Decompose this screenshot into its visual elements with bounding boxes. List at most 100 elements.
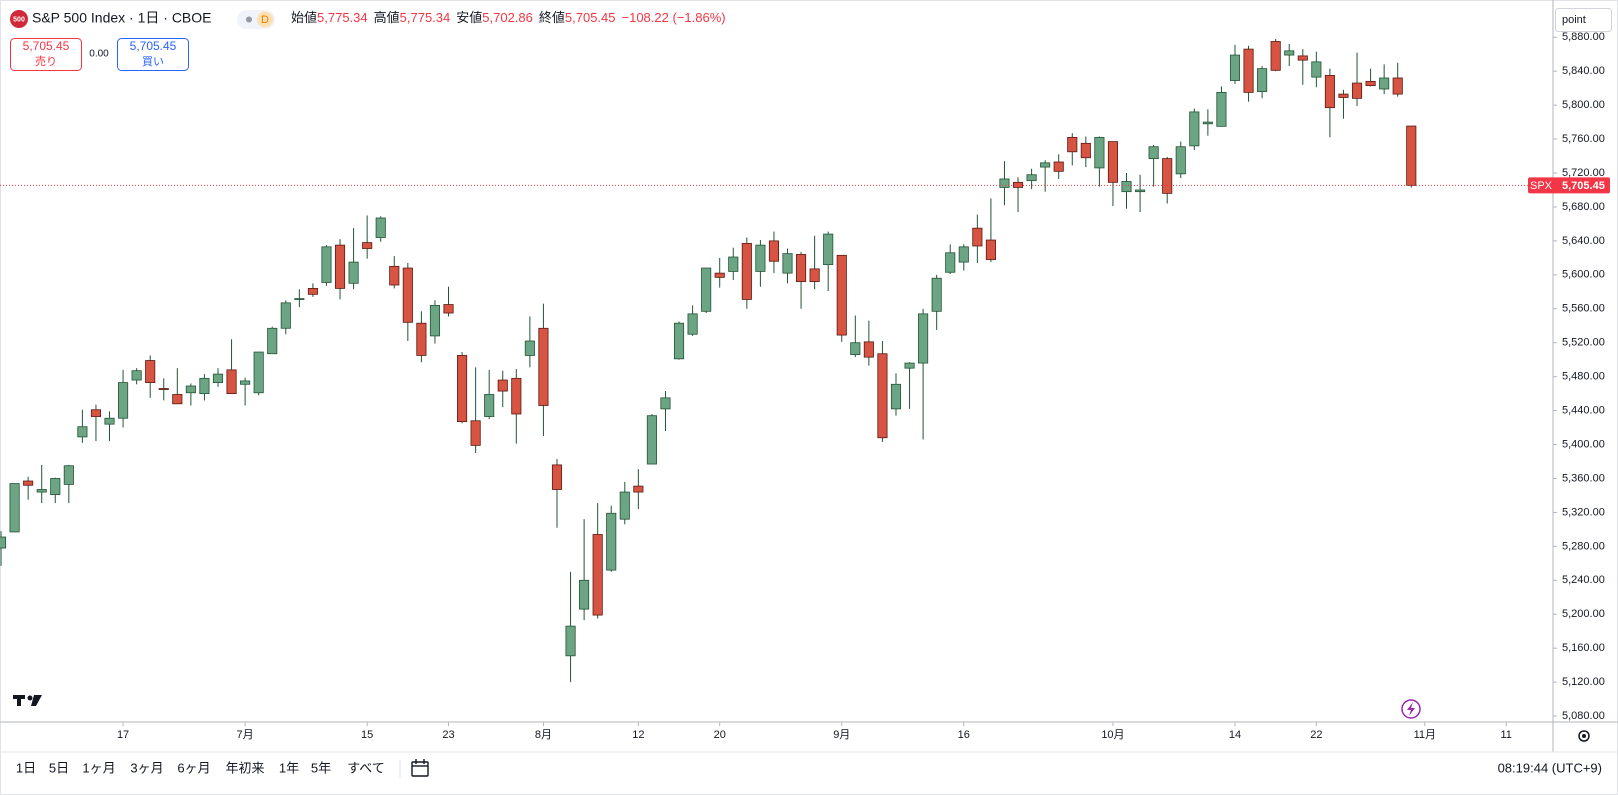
candle-body	[538, 327, 549, 406]
delay-badge-text: D	[261, 14, 269, 26]
y-tick-label: 5,680.00	[1562, 201, 1605, 213]
candle-body	[36, 489, 47, 493]
y-tick-label: 5,440.00	[1562, 404, 1605, 416]
buy-button[interactable]	[117, 38, 189, 71]
x-tick-label: 20	[714, 729, 726, 741]
symbol-icon-text: 500	[13, 16, 25, 23]
candle-body	[172, 394, 183, 405]
y-tick-label: 5,720.00	[1562, 167, 1605, 179]
candle-body	[321, 246, 332, 283]
range-button[interactable]: 5日	[49, 760, 69, 775]
spread: 0.00	[89, 49, 109, 60]
ohlc-label: 安値	[456, 10, 482, 25]
clock[interactable]: 08:19:44 (UTC+9)	[1498, 760, 1602, 775]
ohlc-change: −108.22 (−1.86%)	[622, 10, 726, 25]
sell-button[interactable]	[10, 38, 82, 71]
events-button[interactable]	[1401, 699, 1421, 719]
candle-body	[1406, 125, 1417, 186]
candle-body	[443, 304, 454, 314]
candle-body	[267, 327, 278, 355]
candle-body	[728, 256, 739, 272]
candle-body	[294, 298, 305, 300]
range-button[interactable]: 5年	[311, 760, 331, 775]
candle-body	[1107, 141, 1119, 183]
candle-body	[1053, 161, 1064, 172]
candle-body	[592, 534, 603, 616]
candle-body	[362, 242, 373, 249]
tv-logo[interactable]	[13, 695, 42, 706]
candle-body	[755, 244, 766, 272]
candle-body	[877, 353, 888, 439]
candle-body	[1392, 77, 1403, 95]
candle-body	[1067, 136, 1078, 153]
candle-body	[619, 491, 630, 520]
range-button[interactable]: 3ヶ月	[130, 760, 163, 775]
last-price-tag	[1528, 177, 1610, 194]
unit-button[interactable]	[1555, 8, 1612, 32]
candle-body	[646, 415, 657, 465]
range-button[interactable]: 1ヶ月	[82, 760, 115, 775]
candle-body	[633, 485, 644, 493]
candle-body	[999, 178, 1010, 188]
candle-body	[470, 420, 481, 446]
candle-body	[104, 417, 115, 425]
candle-body	[334, 244, 346, 289]
candle-body	[90, 409, 102, 417]
candle-body	[1229, 54, 1241, 81]
y-tick-label: 5,600.00	[1562, 269, 1605, 281]
candle-body	[199, 377, 210, 395]
y-tick-label: 5,160.00	[1562, 642, 1605, 654]
settings-button[interactable]	[1578, 730, 1590, 742]
range-button[interactable]: 年初来	[225, 760, 264, 775]
candle-body	[9, 483, 20, 533]
symbol-icon[interactable]	[10, 10, 28, 28]
goto-date-button[interactable]	[411, 759, 429, 777]
candle-body	[429, 304, 440, 337]
candle-body	[1202, 121, 1213, 125]
candle-body	[307, 288, 318, 295]
candle-body	[1216, 91, 1227, 127]
candle-body	[23, 480, 34, 486]
candle-body	[1080, 142, 1091, 159]
ohlc-value: 5,775.34	[400, 10, 451, 25]
candle-body	[972, 227, 983, 247]
candle-body	[212, 373, 224, 383]
y-tick-label: 5,400.00	[1562, 438, 1605, 450]
sell-price: 5,705.45	[23, 39, 70, 53]
candle-body	[768, 240, 779, 262]
y-tick-label: 5,560.00	[1562, 303, 1605, 315]
symbol-title[interactable]: S&P 500 Index · 1日 · CBOE	[32, 10, 212, 26]
candle-body	[660, 397, 671, 410]
y-tick-label: 5,240.00	[1562, 574, 1605, 586]
candle-body	[77, 426, 88, 438]
candle-body	[253, 351, 264, 394]
candle-body	[945, 252, 956, 273]
range-button[interactable]: すべて	[347, 760, 385, 775]
candle-body	[348, 261, 359, 284]
y-tick-label: 5,280.00	[1562, 540, 1605, 552]
x-tick-label: 15	[361, 729, 373, 741]
candle-body	[511, 377, 522, 415]
candle-body	[416, 322, 427, 356]
candle-body	[145, 360, 156, 383]
candle-body	[1338, 93, 1349, 98]
candle-body	[1297, 55, 1308, 61]
range-toolbar: 1日 5日 1ヶ月 3ヶ月 6ヶ月 年初来 1年 5年 すべて	[16, 760, 385, 775]
candle-body	[579, 579, 590, 610]
x-tick-label: 17	[117, 729, 129, 741]
candle-body	[782, 253, 793, 274]
candle-body	[497, 379, 508, 392]
candle-body	[375, 217, 386, 238]
candle-body	[1351, 82, 1363, 99]
candle-body	[565, 625, 576, 657]
x-tick-label: 9月	[833, 729, 850, 741]
candle-body	[1026, 174, 1037, 182]
candle-body	[402, 267, 413, 323]
range-button[interactable]: 1日	[16, 760, 36, 775]
last-price-label: 5,705.45	[1562, 180, 1605, 192]
range-button[interactable]: 1年	[279, 760, 299, 775]
last-price-symbol: SPX	[1530, 180, 1553, 192]
range-button[interactable]: 6ヶ月	[177, 760, 210, 775]
x-tick-label: 12	[632, 729, 644, 741]
candle-body	[63, 465, 74, 485]
